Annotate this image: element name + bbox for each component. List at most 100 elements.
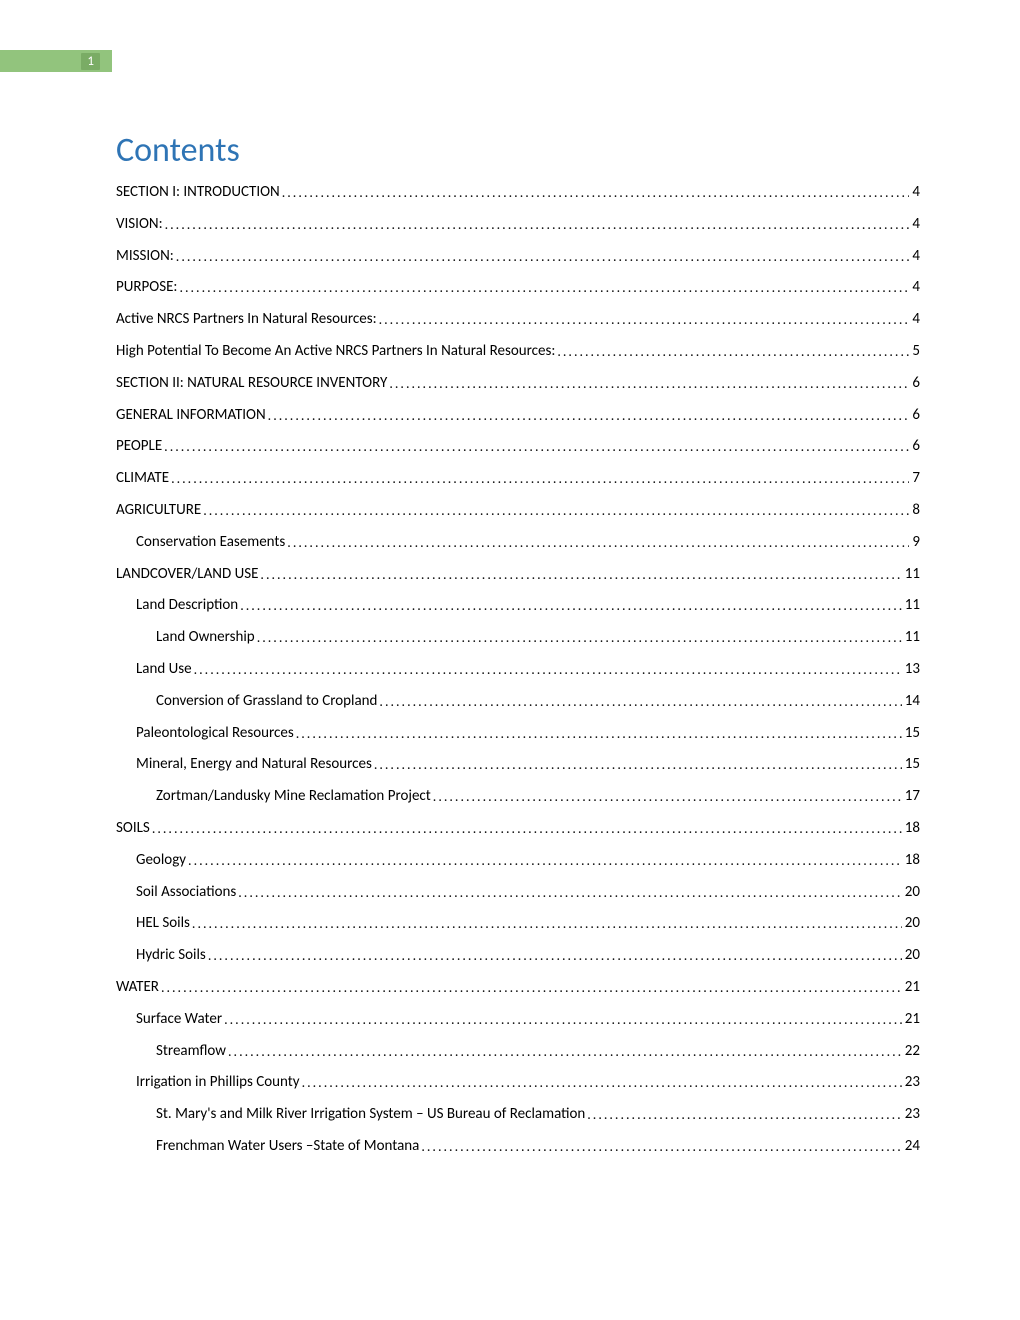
toc-entry[interactable]: AGRICULTURE 8	[116, 503, 920, 518]
toc-entry-label: Streamflow	[156, 1044, 226, 1059]
toc-entry-label: AGRICULTURE	[116, 503, 201, 518]
toc-title: Contents	[116, 130, 920, 171]
toc-leader-dots	[163, 218, 910, 232]
toc-entry-page: 8	[909, 503, 920, 518]
toc-entry[interactable]: Paleontological Resources 15	[116, 726, 920, 741]
toc-entry-label: Conversion of Grassland to Cropland	[156, 694, 377, 709]
toc-entry-page: 24	[902, 1139, 920, 1154]
toc-entry-label: High Potential To Become An Active NRCS …	[116, 344, 555, 359]
toc-leader-dots	[206, 949, 902, 963]
toc-entry-page: 15	[902, 726, 920, 741]
toc-entry-page: 6	[909, 376, 920, 391]
toc-entry[interactable]: Land Description11	[116, 598, 920, 613]
toc-entry-page: 6	[909, 408, 920, 423]
toc-entry[interactable]: VISION:4	[116, 217, 920, 232]
toc-entry-label: VISION:	[116, 217, 163, 232]
toc-entry-page: 21	[902, 1012, 920, 1027]
toc-entry-page: 23	[902, 1107, 920, 1122]
toc-leader-dots	[226, 1045, 902, 1059]
toc-entry[interactable]: Conversion of Grassland to Cropland14	[116, 694, 920, 709]
toc-entry-label: Paleontological Resources	[136, 726, 294, 741]
toc-leader-dots	[585, 1108, 902, 1122]
toc-leader-dots	[201, 504, 909, 518]
toc-entry-page: 22	[902, 1044, 920, 1059]
toc-entry[interactable]: Soil Associations20	[116, 885, 920, 900]
toc-entry-page: 4	[909, 249, 920, 264]
toc-entry[interactable]: High Potential To Become An Active NRCS …	[116, 344, 920, 359]
toc-entry[interactable]: Surface Water21	[116, 1012, 920, 1027]
toc-entry-label: Irrigation in Phillips County	[136, 1075, 300, 1090]
toc-entry-page: 21	[902, 980, 920, 995]
toc-entry[interactable]: SECTION II: NATURAL RESOURCE INVENTORY 6	[116, 376, 920, 391]
toc-leader-dots	[169, 472, 909, 486]
toc-entry[interactable]: HEL Soils20	[116, 916, 920, 931]
toc-entry[interactable]: PURPOSE: 4	[116, 280, 920, 295]
toc-entry-label: St. Mary's and Milk River Irrigation Sys…	[156, 1107, 585, 1122]
toc-entry-label: Frenchman Water Users –State of Montana	[156, 1139, 419, 1154]
toc-entry[interactable]: Land Ownership11	[116, 630, 920, 645]
toc-leader-dots	[258, 568, 901, 582]
toc-entry-page: 9	[909, 535, 920, 550]
toc-entry-label: CLIMATE	[116, 471, 169, 486]
toc-entry[interactable]: MISSION:4	[116, 249, 920, 264]
toc-entry[interactable]: Frenchman Water Users –State of Montana 2…	[116, 1139, 920, 1154]
toc-entry-label: PURPOSE:	[116, 280, 177, 295]
toc-entry-page: 4	[909, 312, 920, 327]
toc-entry-label: GENERAL INFORMATION	[116, 408, 266, 423]
toc-entry-page: 4	[909, 185, 920, 200]
toc-leader-dots	[372, 758, 902, 772]
toc-entry-label: WATER	[116, 980, 159, 995]
toc-list: SECTION I: INTRODUCTION4VISION:4MISSION:…	[116, 185, 920, 1154]
toc-entry[interactable]: Mineral, Energy and Natural Resources 15	[116, 757, 920, 772]
toc-entry-label: Active NRCS Partners In Natural Resource…	[116, 312, 377, 327]
toc-leader-dots	[294, 727, 902, 741]
content-area: Contents SECTION I: INTRODUCTION4 VISION:…	[116, 130, 920, 1171]
toc-entry-page: 7	[909, 471, 920, 486]
toc-entry-page: 13	[902, 662, 920, 677]
toc-entry-page: 15	[902, 757, 920, 772]
toc-entry-page: 23	[902, 1075, 920, 1090]
toc-entry[interactable]: St. Mary's and Milk River Irrigation Sys…	[116, 1107, 920, 1122]
toc-entry-page: 4	[909, 280, 920, 295]
toc-leader-dots	[285, 536, 909, 550]
toc-entry-label: Zortman/Landusky Mine Reclamation Projec…	[156, 789, 431, 804]
toc-leader-dots	[387, 377, 909, 391]
toc-entry-label: SOILS	[116, 821, 150, 836]
toc-entry-label: SECTION II: NATURAL RESOURCE INVENTORY	[116, 376, 387, 391]
toc-entry[interactable]: Land Use13	[116, 662, 920, 677]
toc-entry-label: PEOPLE	[116, 439, 162, 454]
toc-leader-dots	[300, 1076, 902, 1090]
toc-entry-page: 6	[909, 439, 920, 454]
toc-entry-label: Conservation Easements	[136, 535, 285, 550]
toc-entry[interactable]: Streamflow 22	[116, 1044, 920, 1059]
toc-entry-label: Mineral, Energy and Natural Resources	[136, 757, 372, 772]
toc-leader-dots	[177, 281, 909, 295]
toc-entry[interactable]: WATER 21	[116, 980, 920, 995]
toc-leader-dots	[174, 250, 910, 264]
toc-entry[interactable]: SOILS18	[116, 821, 920, 836]
toc-entry-label: LANDCOVER/LAND USE	[116, 567, 258, 582]
toc-entry[interactable]: Geology18	[116, 853, 920, 868]
toc-entry[interactable]: Zortman/Landusky Mine Reclamation Projec…	[116, 789, 920, 804]
toc-leader-dots	[238, 599, 902, 613]
toc-entry[interactable]: LANDCOVER/LAND USE 11	[116, 567, 920, 582]
toc-leader-dots	[555, 345, 909, 359]
toc-entry[interactable]: SECTION I: INTRODUCTION4	[116, 185, 920, 200]
toc-entry-page: 11	[902, 567, 920, 582]
toc-leader-dots	[190, 917, 902, 931]
toc-leader-dots	[419, 1140, 901, 1154]
toc-entry[interactable]: GENERAL INFORMATION 6	[116, 408, 920, 423]
toc-leader-dots	[192, 663, 902, 677]
toc-entry[interactable]: Irrigation in Phillips County 23	[116, 1075, 920, 1090]
toc-entry[interactable]: Conservation Easements 9	[116, 535, 920, 550]
toc-entry-page: 11	[902, 630, 920, 645]
toc-leader-dots	[431, 790, 902, 804]
toc-leader-dots	[280, 186, 910, 200]
toc-entry[interactable]: PEOPLE 6	[116, 439, 920, 454]
toc-entry[interactable]: Active NRCS Partners In Natural Resource…	[116, 312, 920, 327]
toc-entry-page: 20	[902, 916, 920, 931]
toc-entry[interactable]: Hydric Soils20	[116, 948, 920, 963]
toc-leader-dots	[377, 313, 910, 327]
toc-entry[interactable]: CLIMATE 7	[116, 471, 920, 486]
toc-entry-label: Land Description	[136, 598, 238, 613]
